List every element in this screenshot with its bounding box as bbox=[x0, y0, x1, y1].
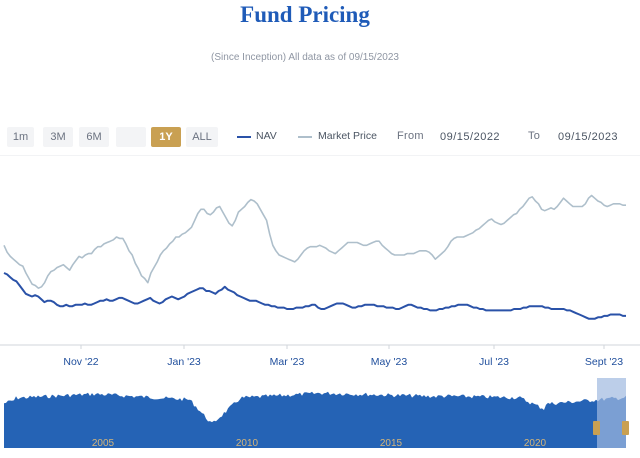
navigator-tick-label: 2015 bbox=[380, 438, 403, 449]
page-subtitle: (Since Inception) All data as of 09/15/2… bbox=[211, 52, 399, 63]
navigator-left-handle[interactable] bbox=[593, 421, 600, 435]
range-1y-button[interactable]: 1Y bbox=[151, 127, 181, 147]
x-tick-label: Nov '22 bbox=[63, 356, 98, 368]
legend-market-price[interactable]: Market Price bbox=[318, 130, 377, 142]
series-line-market-price bbox=[3, 194, 626, 289]
from-label: From bbox=[397, 130, 424, 142]
price-chart[interactable]: Nov '22 Jan '23 Mar '23 May '23 Jul '23 Sept … bbox=[0, 155, 640, 375]
page-title: Fund Pricing bbox=[240, 2, 370, 27]
from-date-input[interactable] bbox=[440, 127, 512, 147]
to-date-input[interactable] bbox=[558, 127, 630, 147]
range-blank-button[interactable] bbox=[116, 127, 146, 147]
series-line-nav bbox=[3, 272, 626, 320]
navigator-tick-label: 2020 bbox=[524, 438, 547, 449]
navigator-selection[interactable] bbox=[597, 378, 626, 448]
to-label: To bbox=[528, 130, 541, 142]
range-all-button[interactable]: ALL bbox=[186, 127, 218, 147]
range-1m-button[interactable]: 1m bbox=[7, 127, 34, 147]
range-3m-button[interactable]: 3M bbox=[43, 127, 73, 147]
x-tick-label: Jul '23 bbox=[479, 356, 509, 368]
nav-legend-line bbox=[237, 136, 251, 138]
chart-toolbar: 1m 3M 6M 1Y ALL NAV Market Price From To bbox=[0, 126, 640, 150]
market-price-legend-line bbox=[298, 136, 312, 138]
x-tick-label: Jan '23 bbox=[167, 356, 201, 368]
legend-nav[interactable]: NAV bbox=[256, 130, 277, 142]
x-tick-label: Mar '23 bbox=[270, 356, 305, 368]
navigator-right-handle[interactable] bbox=[622, 421, 629, 435]
x-tick-label: May '23 bbox=[371, 356, 408, 368]
navigator-tick-label: 2005 bbox=[92, 438, 115, 449]
chart-navigator[interactable]: 2005 2010 2015 2020 bbox=[0, 378, 640, 453]
range-6m-button[interactable]: 6M bbox=[79, 127, 109, 147]
navigator-area bbox=[4, 391, 626, 448]
x-tick-label: Sept '23 bbox=[585, 356, 623, 368]
navigator-tick-label: 2010 bbox=[236, 438, 259, 449]
